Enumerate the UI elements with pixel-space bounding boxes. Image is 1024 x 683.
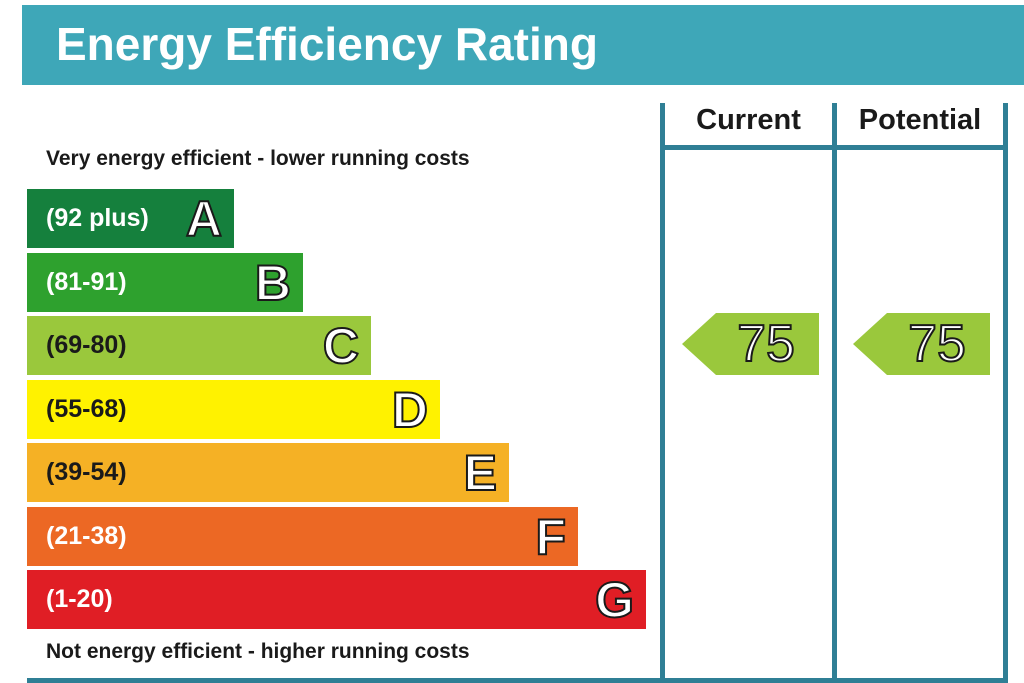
band-f: (21-38) F: [27, 506, 578, 566]
band-range-label: (39-54): [46, 458, 127, 486]
current-arrow-shape: [682, 313, 819, 375]
band-range-label: (21-38): [46, 521, 127, 550]
bottom-rule: [27, 678, 1008, 683]
band-range-label: (92 plus): [46, 204, 149, 232]
band-letter: D: [391, 381, 429, 439]
column-divider-left: [660, 103, 665, 683]
band-e: (39-54) E: [27, 443, 509, 502]
band-d: (55-68) D: [27, 379, 440, 439]
band-letter: F: [534, 508, 567, 566]
band-range-label: (81-91): [46, 267, 127, 296]
band-range-label: (69-80): [46, 331, 127, 359]
band-letter: B: [254, 254, 292, 312]
band-range-label: (1-20): [46, 585, 113, 613]
potential-rating-value: 75: [907, 314, 967, 374]
band-letter: E: [463, 444, 498, 502]
current-column-header: Current: [696, 104, 801, 136]
band-letter: G: [594, 571, 635, 629]
band-range-label: (55-68): [46, 394, 127, 423]
current-rating-arrow: 75: [682, 313, 819, 375]
title-bar: Energy Efficiency Rating: [22, 5, 1024, 85]
header-rule: [660, 145, 1008, 150]
band-c: (69-80) C: [27, 316, 371, 375]
page-title: Energy Efficiency Rating: [56, 18, 598, 70]
potential-arrow-shape: [853, 313, 990, 375]
band-letter: C: [322, 317, 360, 375]
column-divider-right: [1003, 103, 1008, 683]
band-letter: A: [185, 190, 223, 248]
current-rating-value: 75: [736, 314, 796, 374]
inefficient-caption: Not energy efficient - higher running co…: [46, 640, 470, 663]
potential-column-header: Potential: [858, 104, 982, 136]
column-divider-middle: [832, 103, 837, 683]
potential-rating-arrow: 75: [853, 313, 990, 375]
band-b: (81-91) B: [27, 252, 303, 312]
band-g: (1-20) G: [27, 570, 646, 629]
band-a: (92 plus) A: [27, 189, 234, 248]
efficient-caption: Very energy efficient - lower running co…: [46, 147, 470, 170]
